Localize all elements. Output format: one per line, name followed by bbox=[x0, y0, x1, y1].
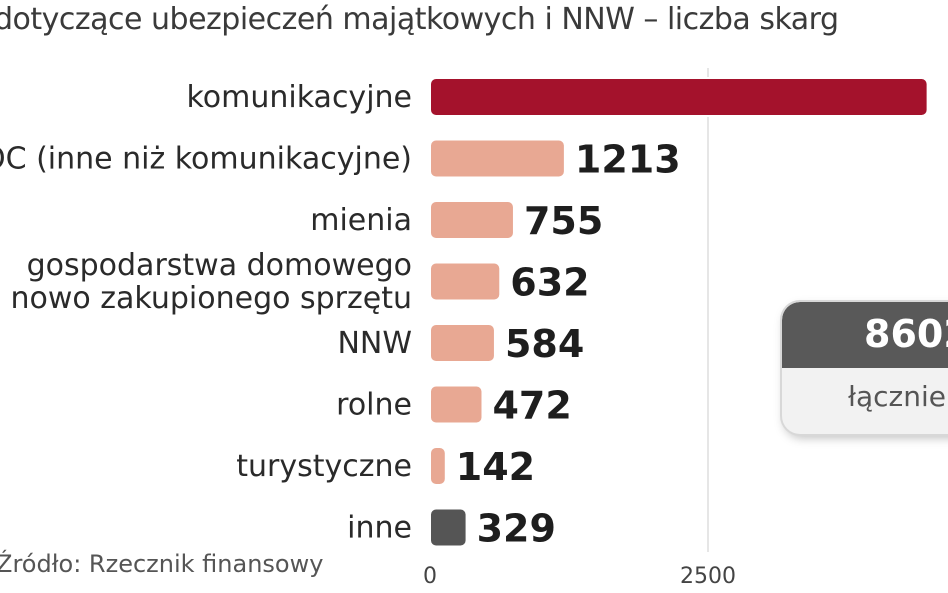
category-label: OC (inne niż komunikacyjne) bbox=[0, 142, 412, 177]
total-badge: 8602 łącznie bbox=[782, 302, 948, 434]
source-note: Źródło: Rzecznik finansowy bbox=[0, 550, 324, 578]
total-label: łącznie bbox=[848, 380, 946, 413]
bar bbox=[429, 77, 929, 117]
value-label: 329 bbox=[477, 507, 556, 551]
category-label: inne bbox=[347, 511, 412, 546]
chart-title: dotyczące ubezpieczeń majątkowych i NNW … bbox=[0, 2, 839, 37]
bar bbox=[429, 138, 566, 179]
bar bbox=[429, 323, 496, 363]
bar bbox=[429, 261, 502, 302]
category-label: rolne bbox=[336, 388, 412, 423]
value-label: 472 bbox=[492, 384, 571, 428]
x-tick-label: 0 bbox=[423, 564, 437, 589]
value-label: 142 bbox=[456, 445, 535, 489]
category-label: turystyczne bbox=[236, 449, 412, 484]
category-label: i nowo zakupionego sprzętu bbox=[0, 281, 412, 316]
bar bbox=[429, 384, 484, 425]
category-label: mienia bbox=[310, 203, 412, 238]
bar bbox=[429, 507, 468, 548]
x-tick-label: 2500 bbox=[680, 564, 736, 589]
bar bbox=[429, 446, 447, 486]
value-label: 584 bbox=[505, 322, 584, 366]
category-label: komunikacyjne bbox=[186, 80, 412, 115]
total-value: 8602 bbox=[864, 312, 948, 356]
value-label: 632 bbox=[510, 261, 589, 305]
total-badge-header bbox=[782, 302, 948, 368]
category-label: NNW bbox=[337, 326, 412, 361]
category-label: gospodarstwa domowego bbox=[27, 248, 412, 283]
value-label: 1213 bbox=[575, 138, 681, 182]
bar bbox=[429, 200, 515, 240]
value-label: 755 bbox=[524, 199, 603, 243]
